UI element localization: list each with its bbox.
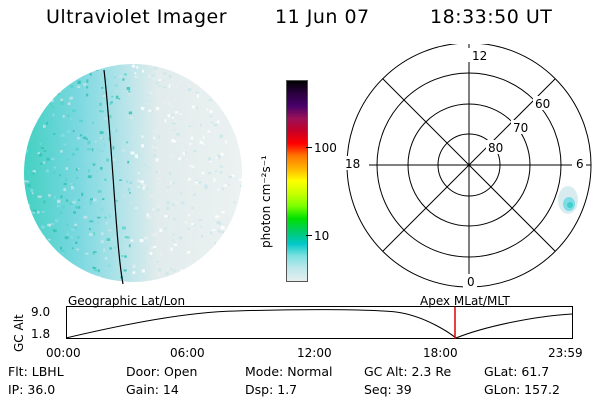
- orbit-left-label: Geographic Lat/Lon: [68, 294, 186, 308]
- colorbar-tick-mark: [306, 147, 312, 148]
- info-gc-alt: GC Alt: 2.3 Re: [364, 364, 452, 379]
- info-door: Door: Open: [126, 364, 198, 379]
- lat-label-70: 70: [513, 121, 528, 135]
- colorbar-unit-label: photon cm⁻²s⁻¹: [259, 155, 273, 248]
- orbit-right-label: Apex MLat/MLT: [420, 294, 510, 308]
- date-label: 11 Jun 07: [275, 6, 370, 28]
- polar-mlat-mlt-plot: 12 18 6 0 60 70 80: [343, 44, 592, 289]
- orbit-ytick-1-8: 1.8: [31, 327, 51, 341]
- info-mode: Mode: Normal: [245, 364, 333, 379]
- app-title: Ultraviolet Imager: [46, 6, 228, 28]
- lat-label-80: 80: [488, 141, 503, 155]
- orbit-altitude-plot: [66, 306, 573, 339]
- lat-label-60: 60: [535, 97, 550, 111]
- mlt-label-12: 12: [472, 49, 487, 63]
- info-dsp: Dsp: 1.7: [245, 382, 298, 397]
- orbit-xtick-1800: 18:00: [423, 346, 458, 360]
- orbit-ytick-9: 9.0: [31, 305, 51, 319]
- time-label: 18:33:50 UT: [430, 6, 553, 28]
- colorbar-gradient: [287, 81, 307, 281]
- orbit-xtick-1200: 12:00: [297, 346, 332, 360]
- info-glat: GLat: 61.7: [484, 364, 550, 379]
- orbit-xtick-2359: 23:59: [548, 346, 583, 360]
- orbit-xtick-0000: 00:00: [46, 346, 81, 360]
- mlt-label-0: 0: [467, 275, 475, 289]
- polar-data-blob: [558, 186, 578, 214]
- altitude-curve: [66, 309, 573, 339]
- info-ip: IP: 36.0: [8, 382, 56, 397]
- colorbar-tick-10: 10: [314, 229, 330, 243]
- colorbar-tick-mark: [306, 235, 312, 236]
- colorbar: [286, 80, 308, 282]
- colorbar-tick-100: 100: [314, 141, 337, 155]
- orbit-ylabel: GC Alt: [12, 314, 26, 352]
- info-gain: Gain: 14: [126, 382, 179, 397]
- info-glon: GLon: 157.2: [484, 382, 560, 397]
- terminator-line: [103, 69, 124, 285]
- info-seq: Seq: 39: [364, 382, 412, 397]
- mlt-label-6: 6: [576, 157, 584, 171]
- info-flt: Flt: LBHL: [8, 364, 64, 379]
- mlt-label-18: 18: [345, 157, 360, 171]
- orbit-xtick-0600: 06:00: [170, 346, 205, 360]
- uv-image-disc: [24, 64, 242, 285]
